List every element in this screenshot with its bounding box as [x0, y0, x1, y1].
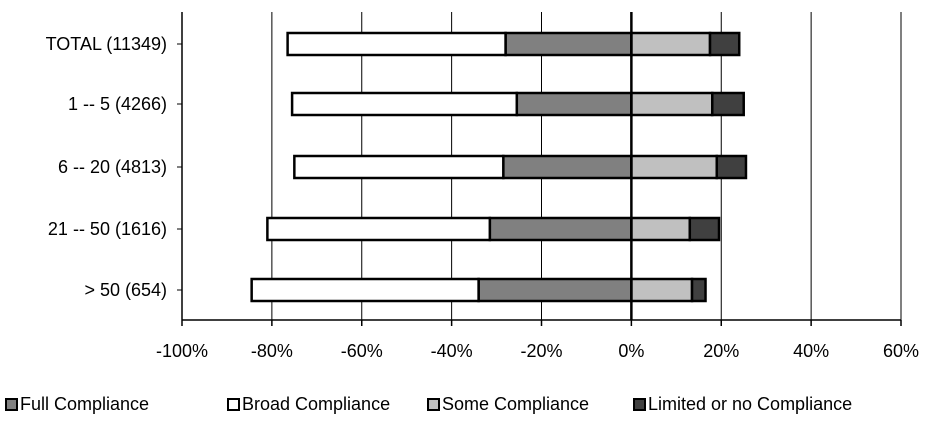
legend-swatch-broad-compliance: [227, 398, 240, 411]
bar-some-compliance: [630, 31, 712, 57]
category-label: 21 -- 50 (1616): [48, 219, 167, 239]
category-label: > 50 (654): [84, 280, 167, 300]
bar-full-compliance: [502, 154, 633, 180]
bars: [250, 31, 748, 303]
x-tick-label: 0%: [618, 341, 644, 361]
bar-limited-or-no-compliance: [688, 216, 721, 242]
x-tick-label: -60%: [341, 341, 383, 361]
x-tick-label: -40%: [431, 341, 473, 361]
axes: [177, 12, 902, 326]
x-tick-label: -80%: [251, 341, 293, 361]
x-tick-label: -20%: [520, 341, 562, 361]
x-tick-label: 20%: [703, 341, 739, 361]
bar-broad-compliance: [250, 277, 480, 303]
bar-limited-or-no-compliance: [690, 277, 707, 303]
legend: Full Compliance Broad Compliance Some Comp…: [5, 394, 852, 414]
x-tick-label: -100%: [156, 341, 208, 361]
legend-label-limited-or-no-compliance: Limited or no Compliance: [648, 394, 852, 414]
bar-limited-or-no-compliance: [711, 91, 745, 117]
bar-full-compliance: [504, 31, 633, 57]
bar-full-compliance: [488, 216, 633, 242]
category-label: 1 -- 5 (4266): [68, 94, 167, 114]
bar-full-compliance: [477, 277, 633, 303]
legend-label-full-compliance: Full Compliance: [20, 394, 149, 414]
bar-broad-compliance: [290, 91, 519, 117]
legend-label-some-compliance: Some Compliance: [442, 394, 589, 414]
category-label: 6 -- 20 (4813): [58, 157, 167, 177]
bar-some-compliance: [630, 154, 719, 180]
category-labels: TOTAL (11349) 1 -- 5 (4266) 6 -- 20 (4813)…: [46, 34, 167, 300]
x-tick-label: 60%: [883, 341, 919, 361]
legend-swatch-limited-or-no-compliance: [633, 398, 646, 411]
x-tick-labels: -100% -80% -60% -40% -20% 0% 20% 40% 60%: [156, 341, 919, 361]
bar-broad-compliance: [286, 31, 507, 57]
x-tick-label: 40%: [793, 341, 829, 361]
bar-limited-or-no-compliance: [708, 31, 741, 57]
legend-label-broad-compliance: Broad Compliance: [242, 394, 390, 414]
bar-limited-or-no-compliance: [715, 154, 748, 180]
bar-broad-compliance: [293, 154, 505, 180]
bar-broad-compliance: [266, 216, 492, 242]
bar-full-compliance: [515, 91, 633, 117]
legend-swatch-full-compliance: [5, 398, 18, 411]
bar-some-compliance: [630, 277, 694, 303]
bar-some-compliance: [630, 91, 714, 117]
category-label: TOTAL (11349): [46, 34, 167, 54]
bar-some-compliance: [630, 216, 692, 242]
legend-swatch-some-compliance: [427, 398, 440, 411]
